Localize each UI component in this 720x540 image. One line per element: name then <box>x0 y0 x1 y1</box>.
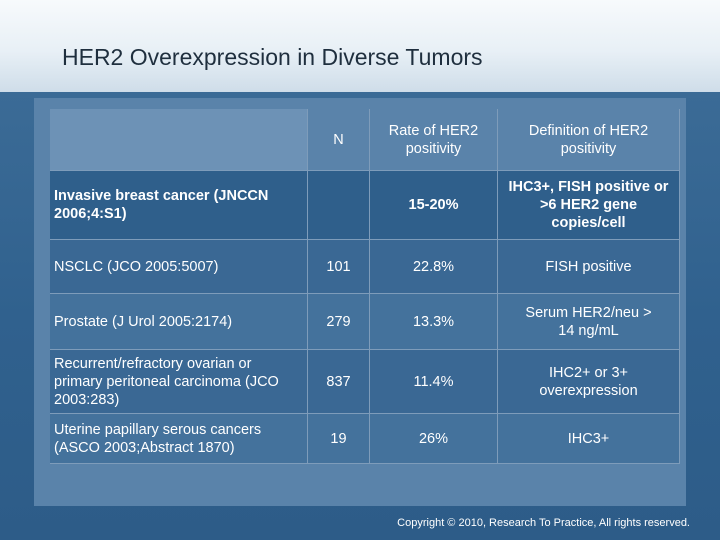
table-row-definition: IHC3+, FISH positive or >6 HER2 gene cop… <box>498 171 680 240</box>
table-row-rate: 13.3% <box>370 294 498 350</box>
table-row-tumor: Recurrent/refractory ovarian or primary … <box>50 350 308 414</box>
table-row-definition: IHC3+ <box>498 414 680 464</box>
table-row-n: 19 <box>308 414 370 464</box>
title-band <box>0 0 720 92</box>
table-row-tumor: NSCLC (JCO 2005:5007) <box>50 240 308 294</box>
table-row-tumor: Invasive breast cancer (JNCCN 2006;4:S1) <box>50 171 308 240</box>
table-row-n: 279 <box>308 294 370 350</box>
table-row-rate: 22.8% <box>370 240 498 294</box>
table-header-empty <box>50 109 308 171</box>
table-row-rate: 15-20% <box>370 171 498 240</box>
table-row-tumor: Uterine papillary serous cancers (ASCO 2… <box>50 414 308 464</box>
table-header-definition: Definition of HER2 positivity <box>498 109 680 171</box>
table-row-rate: 26% <box>370 414 498 464</box>
table-row-n <box>308 171 370 240</box>
table-row-tumor: Prostate (J Urol 2005:2174) <box>50 294 308 350</box>
table-row-rate: 11.4% <box>370 350 498 414</box>
table-row-definition: Serum HER2/neu > 14 ng/mL <box>498 294 680 350</box>
copyright-notice: Copyright © 2010, Research To Practice, … <box>397 517 690 529</box>
table-header-rate: Rate of HER2 positivity <box>370 109 498 171</box>
table-row-n: 837 <box>308 350 370 414</box>
table-row-n: 101 <box>308 240 370 294</box>
table-header-n: N <box>308 109 370 171</box>
table-row-definition: FISH positive <box>498 240 680 294</box>
table-row-definition: IHC2+ or 3+ overexpression <box>498 350 680 414</box>
slide-title: HER2 Overexpression in Diverse Tumors <box>62 44 483 70</box>
